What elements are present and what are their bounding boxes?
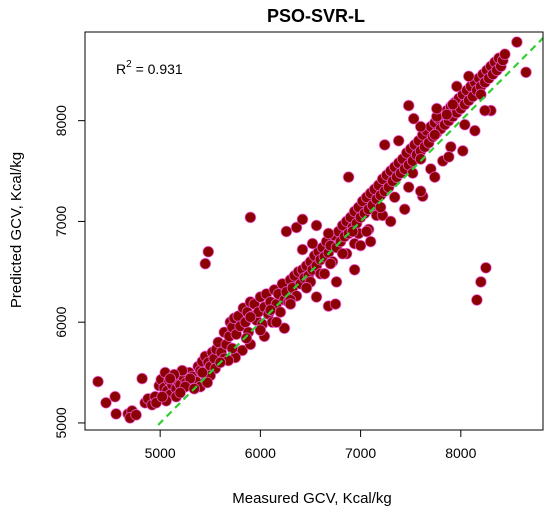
r-squared-prefix: R: [116, 61, 126, 77]
x-tick-label: 7000: [345, 445, 376, 461]
data-point: [348, 263, 361, 276]
data-point: [201, 376, 214, 389]
x-axis: 5000 6000 7000 8000: [145, 429, 477, 461]
data-point: [414, 120, 427, 133]
data-point: [450, 80, 463, 93]
data-point: [378, 139, 391, 151]
data-point: [469, 124, 481, 137]
data-point: [364, 235, 377, 248]
data-point: [499, 48, 511, 61]
data-point: [336, 247, 349, 260]
data-point: [475, 88, 487, 101]
r-squared-annotation: R2 = 0.931: [116, 59, 183, 77]
data-point: [392, 134, 405, 147]
data-point: [402, 99, 415, 112]
data-point: [196, 366, 209, 379]
data-point: [330, 276, 343, 288]
data-point: [414, 153, 427, 165]
data-point: [479, 104, 491, 117]
data-point: [471, 294, 483, 306]
y-tick-label: 5000: [53, 407, 69, 438]
data-point: [274, 306, 287, 318]
data-point: [329, 298, 342, 310]
points-layer: [92, 36, 532, 424]
data-point: [384, 215, 397, 228]
y-tick-label: 6000: [53, 306, 69, 337]
data-point: [136, 372, 148, 385]
data-point: [444, 141, 457, 153]
data-point: [300, 282, 313, 294]
data-point: [354, 239, 367, 252]
data-point: [402, 181, 415, 194]
data-point: [374, 201, 387, 214]
data-point: [442, 151, 455, 163]
x-tick-label: 8000: [445, 445, 476, 461]
data-point: [342, 171, 355, 183]
data-point: [520, 66, 532, 79]
r-squared-value: = 0.931: [132, 61, 183, 77]
data-point: [480, 261, 492, 274]
data-point: [290, 221, 303, 234]
data-point: [318, 267, 331, 280]
data-point: [244, 211, 257, 224]
data-point: [475, 276, 487, 288]
data-point: [430, 102, 443, 115]
data-point: [92, 375, 104, 388]
y-axis: 5000 6000 7000 8000: [53, 105, 86, 438]
data-point: [322, 227, 335, 240]
x-tick-label: 5000: [145, 445, 176, 461]
data-point: [462, 70, 475, 83]
data-point: [226, 342, 239, 355]
data-point: [456, 145, 469, 157]
data-point: [156, 390, 169, 403]
data-point: [110, 408, 122, 420]
data-point: [428, 128, 441, 141]
data-point: [458, 118, 471, 131]
data-point: [446, 98, 459, 111]
r-squared-superscript: 2: [126, 59, 132, 70]
data-point: [278, 322, 291, 335]
data-point: [398, 203, 411, 216]
x-tick-label: 6000: [245, 445, 276, 461]
data-point: [388, 191, 401, 204]
x-axis-title: Measured GCV, Kcal/kg: [232, 490, 392, 507]
data-point: [407, 112, 420, 125]
data-point: [296, 213, 309, 226]
y-tick-label: 8000: [53, 105, 69, 136]
data-point: [284, 298, 297, 310]
data-point: [130, 409, 142, 421]
data-point: [199, 257, 212, 270]
data-point: [174, 386, 187, 399]
chart-title: PSO-SVR-L: [267, 6, 365, 26]
data-point: [428, 171, 441, 183]
data-point: [240, 332, 253, 345]
data-point: [164, 372, 177, 385]
data-point: [324, 257, 337, 270]
fit-line: [157, 37, 544, 426]
data-point: [511, 36, 523, 48]
data-point: [310, 291, 323, 303]
data-point: [296, 243, 309, 256]
data-point: [306, 237, 319, 250]
data-point: [244, 311, 257, 323]
y-axis-title: Predicted GCV, Kcal/kg: [8, 152, 25, 308]
data-point: [264, 304, 277, 316]
data-point: [360, 225, 373, 238]
data-point: [254, 324, 267, 337]
data-point: [310, 219, 323, 232]
data-point: [109, 390, 121, 403]
data-point: [414, 185, 427, 198]
data-point: [270, 316, 283, 329]
data-point: [202, 245, 215, 258]
data-point: [346, 225, 359, 238]
data-point: [280, 225, 293, 238]
y-tick-label: 7000: [53, 206, 69, 237]
data-point: [440, 108, 453, 121]
data-point: [100, 396, 112, 409]
